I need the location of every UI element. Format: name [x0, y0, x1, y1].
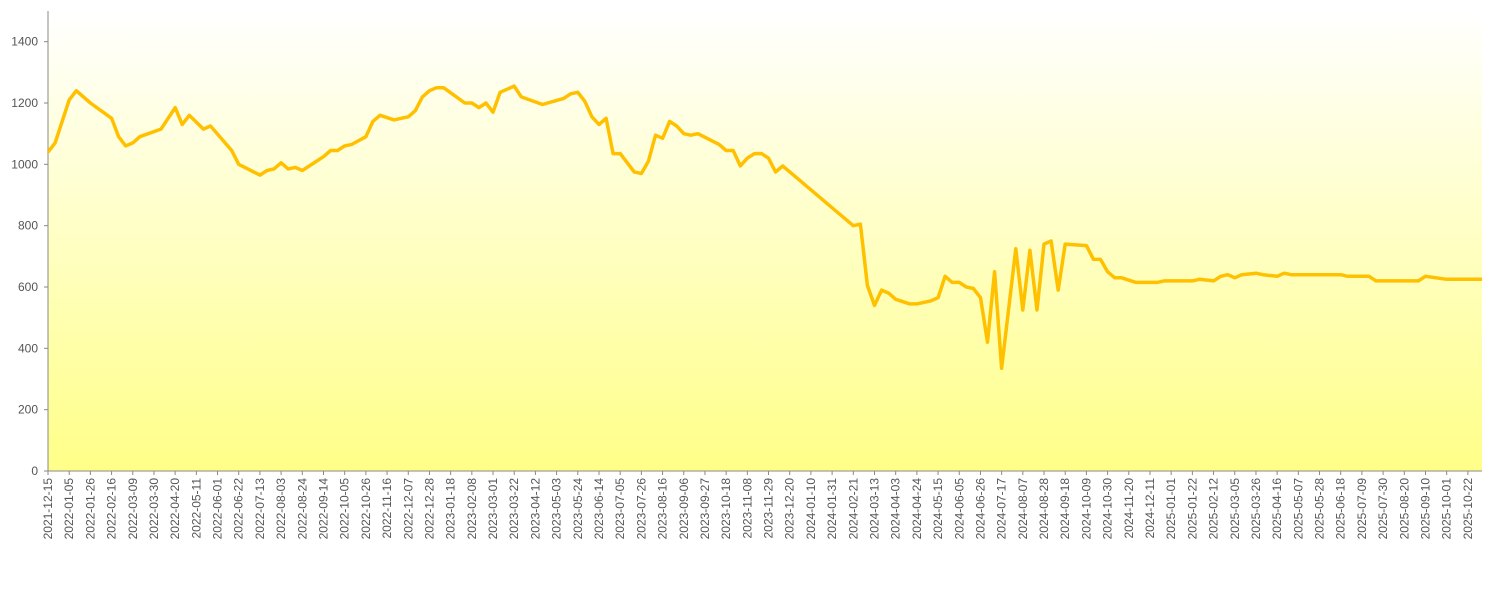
- x-tick-label: 2023-03-22: [507, 478, 521, 540]
- x-tick-label: 2022-10-05: [338, 478, 352, 540]
- x-tick-label: 2025-03-05: [1228, 478, 1242, 540]
- x-tick-label: 2025-05-28: [1313, 478, 1327, 540]
- x-tick-label: 2021-12-15: [41, 478, 55, 540]
- x-tick-label: 2023-08-16: [656, 478, 670, 540]
- x-tick-label: 2025-07-30: [1376, 478, 1390, 540]
- x-tick-label: 2023-04-12: [528, 478, 542, 540]
- x-tick-label: 2024-05-15: [931, 478, 945, 540]
- x-tick-label: 2024-01-10: [804, 478, 818, 540]
- x-tick-label: 2022-11-16: [380, 478, 394, 539]
- x-tick-label: 2025-02-12: [1207, 478, 1221, 540]
- x-tick-label: 2023-02-08: [465, 478, 479, 540]
- x-tick-label: 2024-06-26: [973, 478, 987, 540]
- x-tick-label: 2024-10-30: [1101, 478, 1115, 540]
- x-tick-label: 2022-01-26: [83, 478, 97, 540]
- x-tick-label: 2023-01-18: [444, 478, 458, 540]
- x-tick-label: 2022-12-28: [422, 478, 436, 540]
- x-tick-label: 2023-11-08: [740, 478, 754, 539]
- x-tick-label: 2025-09-10: [1418, 478, 1432, 540]
- x-tick-label: 2023-07-05: [613, 478, 627, 540]
- x-tick-label: 2024-12-11: [1143, 478, 1157, 539]
- x-tick-label: 2024-06-05: [952, 478, 966, 540]
- x-tick-label: 2022-06-22: [232, 478, 246, 540]
- x-tick-label: 2023-06-14: [592, 478, 606, 540]
- y-tick-label: 1000: [11, 157, 38, 171]
- x-tick-label: 2022-06-01: [211, 478, 225, 540]
- x-tick-label: 2025-01-01: [1164, 478, 1178, 540]
- x-tick-label: 2022-08-24: [295, 478, 309, 540]
- x-tick-label: 2022-01-05: [62, 478, 76, 540]
- x-tick-label: 2024-09-18: [1058, 478, 1072, 540]
- x-tick-label: 2025-08-20: [1397, 478, 1411, 540]
- x-tick-label: 2023-05-03: [550, 478, 564, 540]
- x-tick-label: 2025-07-09: [1355, 478, 1369, 540]
- x-tick-label: 2022-09-14: [316, 478, 330, 540]
- x-tick-label: 2022-05-11: [189, 478, 203, 539]
- x-tick-label: 2025-03-26: [1249, 478, 1263, 540]
- x-tick-label: 2023-10-18: [719, 478, 733, 540]
- x-tick-label: 2025-04-16: [1270, 478, 1284, 540]
- x-tick-label: 2023-05-24: [571, 478, 585, 540]
- x-tick-label: 2024-10-09: [1079, 478, 1093, 540]
- x-tick-label: 2025-06-18: [1334, 478, 1348, 540]
- x-tick-label: 2024-08-07: [1016, 478, 1030, 540]
- x-tick-label: 2022-07-13: [253, 478, 267, 540]
- x-tick-label: 2024-01-31: [825, 478, 839, 540]
- x-tick-label: 2025-05-07: [1291, 478, 1305, 540]
- x-tick-label: 2022-02-16: [105, 478, 119, 540]
- x-tick-label: 2024-11-20: [1122, 478, 1136, 539]
- x-tick-label: 2024-08-28: [1037, 478, 1051, 540]
- x-tick-label: 2025-10-01: [1440, 478, 1454, 540]
- x-tick-label: 2023-03-01: [486, 478, 500, 540]
- y-tick-label: 1400: [11, 35, 38, 49]
- x-tick-label: 2025-10-22: [1461, 478, 1475, 540]
- x-tick-label: 2023-07-26: [634, 478, 648, 540]
- x-tick-label: 2025-01-22: [1185, 478, 1199, 540]
- y-tick-label: 800: [18, 219, 38, 233]
- x-tick-label: 2022-08-03: [274, 478, 288, 540]
- x-tick-label: 2022-12-07: [401, 478, 415, 540]
- x-tick-label: 2024-07-17: [995, 478, 1009, 540]
- x-tick-label: 2024-04-24: [910, 478, 924, 540]
- x-tick-label: 2023-09-27: [698, 478, 712, 540]
- x-tick-label: 2024-02-21: [846, 478, 860, 540]
- x-tick-label: 2022-10-26: [359, 478, 373, 540]
- y-tick-label: 400: [18, 341, 38, 355]
- y-tick-label: 1200: [11, 96, 38, 110]
- y-tick-label: 200: [18, 403, 38, 417]
- x-tick-label: 2024-04-03: [889, 478, 903, 540]
- y-tick-label: 600: [18, 280, 38, 294]
- x-tick-label: 2023-09-06: [677, 478, 691, 540]
- x-tick-label: 2022-04-20: [168, 478, 182, 540]
- plot-background: [48, 11, 1482, 471]
- x-tick-label: 2023-12-20: [783, 478, 797, 540]
- x-tick-label: 2023-11-29: [762, 478, 776, 539]
- x-tick-label: 2022-03-09: [126, 478, 140, 540]
- y-tick-label: 0: [31, 464, 38, 478]
- line: [46, 84, 1482, 371]
- x-tick-label: 2022-03-30: [147, 478, 161, 540]
- x-tick-label: 2024-03-13: [867, 478, 881, 540]
